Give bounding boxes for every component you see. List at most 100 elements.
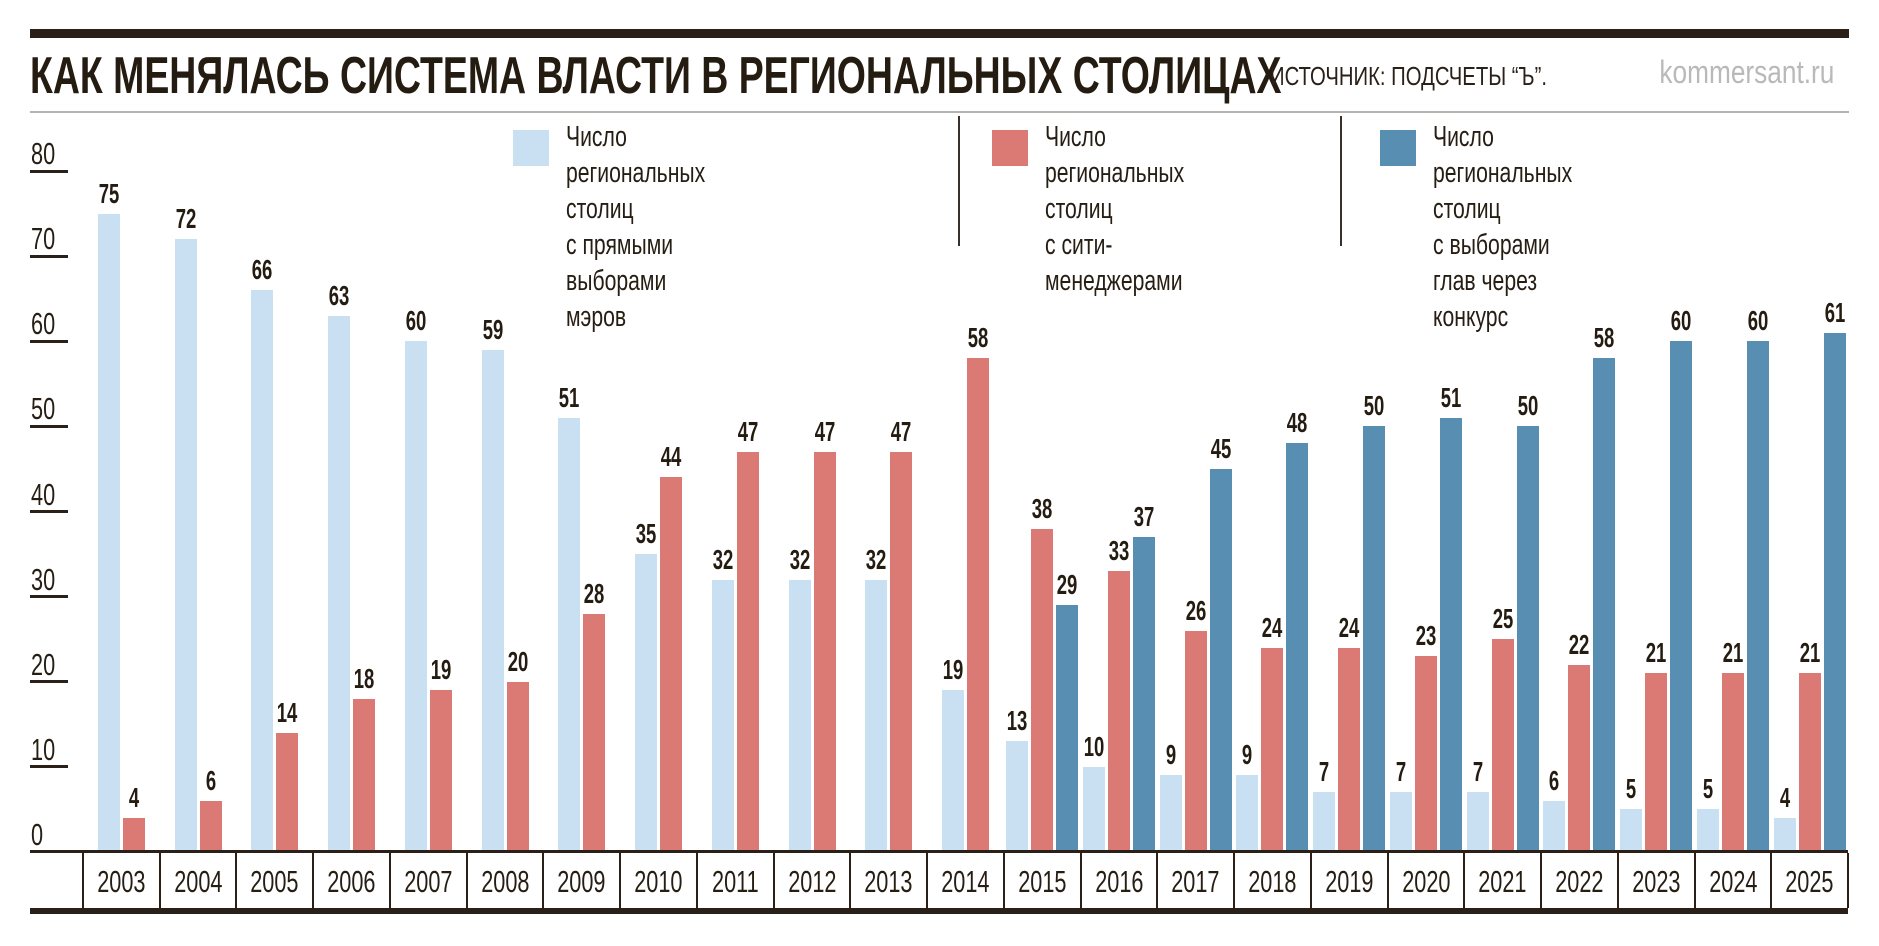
x-axis-separator	[1540, 853, 1543, 908]
bar-value-managers-2022: 22	[1569, 628, 1590, 660]
bar-value-mayors-2025: 4	[1779, 781, 1790, 813]
bar-konkurs-2019	[1363, 426, 1386, 852]
bar-managers-2022	[1568, 664, 1591, 852]
bar-value-managers-2021: 25	[1492, 603, 1513, 635]
source-note: ИСТОЧНИК: ПОДСЧЕТЫ “Ъ”.	[1270, 61, 1548, 91]
bar-mayors-2007	[404, 341, 427, 852]
x-axis-label-2016: 2016	[1094, 864, 1144, 899]
bar-value-mayors-2020: 7	[1395, 756, 1407, 788]
x-axis-separator	[1847, 853, 1849, 908]
legend-label-managers: Число региональных столиц с сити-менедже…	[1045, 121, 1185, 297]
bar-value-mayors-2010: 35	[635, 518, 657, 550]
bar-value-mayors-2018: 9	[1242, 739, 1253, 771]
bar-konkurs-2020	[1439, 417, 1462, 852]
bar-value-mayors-2016: 10	[1083, 730, 1105, 762]
x-axis-label-2007: 2007	[404, 864, 453, 899]
y-axis-tick-20	[30, 680, 68, 684]
legend-swatch-mayors-icon	[513, 130, 549, 166]
bar-mayors-2023	[1620, 809, 1643, 852]
bar-konkurs-2023	[1670, 341, 1693, 852]
y-axis-tick-label-10: 10	[31, 731, 56, 767]
x-axis-label-2003: 2003	[97, 864, 146, 899]
x-axis-label-2006: 2006	[327, 864, 376, 899]
bar-managers-2007	[429, 690, 452, 852]
bar-konkurs-2018	[1286, 443, 1309, 852]
y-axis-tick-70	[30, 254, 68, 258]
top-rule	[30, 29, 1849, 38]
bar-managers-2008	[506, 681, 529, 852]
bar-managers-2010	[660, 477, 683, 852]
x-axis-label-2010: 2010	[634, 864, 683, 899]
bar-value-mayors-2021: 7	[1472, 756, 1483, 788]
bar-value-mayors-2015: 13	[1006, 705, 1028, 737]
bar-managers-2021	[1491, 639, 1514, 852]
bar-value-mayors-2013: 32	[865, 543, 887, 575]
bar-value-konkurs-2023: 60	[1670, 305, 1692, 337]
x-axis-label-2012: 2012	[787, 864, 837, 899]
bar-value-managers-2005: 14	[277, 696, 298, 728]
x-axis-separator	[926, 853, 929, 908]
bar-mayors-2010	[635, 554, 658, 852]
x-axis-label-2024: 2024	[1708, 864, 1758, 899]
bar-mayors-2006	[328, 315, 351, 852]
bar-managers-2013	[890, 451, 913, 852]
x-axis-separator	[1463, 853, 1466, 908]
y-axis-tick-label-30: 30	[31, 561, 56, 597]
x-axis-separator	[465, 853, 468, 908]
bar-managers-2016	[1107, 571, 1130, 852]
y-axis-tick-60	[30, 339, 68, 343]
x-axis-baseline	[30, 850, 1848, 853]
bar-managers-2004	[199, 800, 222, 852]
bar-managers-2003	[122, 817, 145, 852]
bar-konkurs-2024	[1746, 341, 1769, 852]
bar-value-managers-2015: 38	[1031, 492, 1053, 524]
legend-swatch-managers-icon	[992, 130, 1028, 166]
bar-value-mayors-2019: 7	[1319, 756, 1330, 788]
bar-value-mayors-2009: 51	[559, 381, 580, 413]
bar-value-managers-2016: 33	[1108, 535, 1130, 567]
bar-value-managers-2018: 24	[1262, 611, 1283, 643]
x-axis-separator	[1079, 853, 1082, 908]
bar-value-managers-2007: 19	[430, 654, 452, 686]
bar-value-mayors-2007: 60	[405, 305, 427, 337]
bar-mayors-2022	[1543, 800, 1566, 852]
bar-mayors-2015	[1006, 741, 1029, 852]
bar-managers-2025	[1798, 673, 1821, 852]
bar-managers-2006	[353, 698, 376, 852]
x-axis-separator	[619, 853, 622, 908]
bar-value-konkurs-2024: 60	[1747, 305, 1769, 337]
bar-value-mayors-2006: 63	[328, 279, 350, 311]
x-axis-separator	[1002, 853, 1005, 908]
x-axis-separator	[1616, 853, 1619, 908]
x-axis-label-2017: 2017	[1171, 864, 1220, 899]
bar-mayors-2020	[1389, 792, 1412, 852]
bar-managers-2005	[276, 732, 299, 852]
bar-managers-2018	[1261, 647, 1284, 852]
bar-value-managers-2019: 24	[1338, 611, 1360, 643]
bar-value-managers-2006: 18	[353, 662, 375, 694]
x-axis-label-2009: 2009	[557, 864, 606, 899]
bar-value-managers-2017: 26	[1185, 594, 1206, 626]
y-axis-tick-80	[30, 169, 68, 173]
x-axis-label-2020: 2020	[1401, 864, 1451, 899]
x-axis-label-2023: 2023	[1632, 864, 1681, 899]
site-link[interactable]: kommersant.ru	[1659, 54, 1834, 90]
x-axis-separator	[1309, 853, 1312, 908]
x-axis-separator	[1156, 853, 1159, 908]
bar-value-konkurs-2020: 51	[1440, 381, 1462, 413]
x-axis-separator	[695, 853, 698, 908]
x-axis-separator	[772, 853, 775, 908]
bar-value-konkurs-2021: 50	[1517, 390, 1538, 422]
bar-value-mayors-2003: 75	[98, 177, 120, 209]
x-axis-label-2013: 2013	[864, 864, 913, 899]
x-axis-label-2004: 2004	[173, 864, 223, 899]
bar-mayors-2017	[1159, 775, 1182, 852]
bar-konkurs-2015	[1056, 605, 1079, 852]
bar-mayors-2016	[1082, 766, 1105, 852]
legend-label-mayors: Число региональных столиц с прямыми выбо…	[566, 121, 706, 333]
y-axis-tick-label-50: 50	[31, 391, 56, 427]
bar-value-mayors-2004: 72	[175, 203, 196, 235]
x-axis-label-2011: 2011	[711, 864, 759, 899]
bar-konkurs-2025	[1823, 332, 1846, 852]
bar-managers-2023	[1645, 673, 1668, 852]
